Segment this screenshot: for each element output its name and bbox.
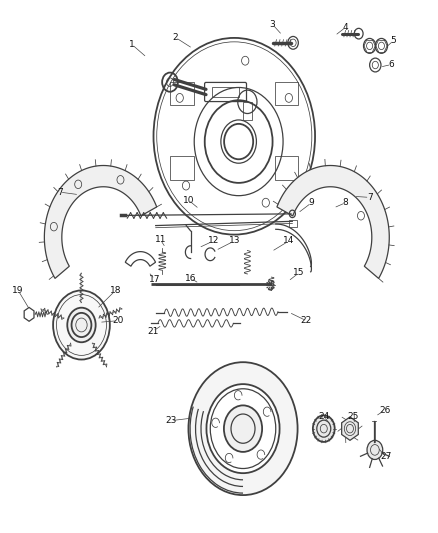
Text: 23: 23 — [165, 416, 177, 425]
Circle shape — [224, 406, 262, 452]
Text: 3: 3 — [269, 20, 275, 29]
Text: 14: 14 — [283, 237, 294, 246]
Circle shape — [67, 308, 95, 342]
Text: 17: 17 — [149, 274, 161, 284]
Text: 12: 12 — [208, 237, 219, 246]
Text: 22: 22 — [301, 316, 312, 325]
Text: 24: 24 — [318, 412, 329, 421]
Text: 20: 20 — [112, 316, 124, 325]
Polygon shape — [342, 417, 358, 440]
Text: 7: 7 — [57, 188, 63, 197]
Text: 25: 25 — [348, 412, 359, 421]
Text: 1: 1 — [129, 40, 134, 49]
Text: 2: 2 — [173, 33, 178, 42]
Bar — [212, 87, 239, 98]
Text: 19: 19 — [12, 286, 24, 295]
Circle shape — [367, 440, 383, 459]
Text: 6: 6 — [389, 60, 394, 69]
Bar — [289, 220, 297, 227]
Bar — [243, 102, 252, 120]
Text: 16: 16 — [185, 273, 196, 282]
Circle shape — [53, 290, 110, 360]
Circle shape — [188, 362, 297, 495]
Text: 27: 27 — [380, 453, 392, 462]
Text: 13: 13 — [229, 237, 240, 246]
Circle shape — [224, 124, 253, 159]
Text: 4: 4 — [343, 23, 349, 32]
Text: 9: 9 — [309, 198, 314, 207]
Text: 21: 21 — [147, 327, 158, 336]
Text: 10: 10 — [183, 196, 194, 205]
Polygon shape — [44, 165, 157, 278]
Circle shape — [313, 415, 335, 442]
Text: 26: 26 — [379, 406, 391, 415]
Text: 5: 5 — [391, 36, 396, 45]
Text: 8: 8 — [343, 198, 349, 207]
Text: 7: 7 — [367, 193, 372, 202]
Text: 11: 11 — [155, 236, 166, 245]
Text: 15: 15 — [293, 269, 305, 277]
Text: 18: 18 — [110, 286, 121, 295]
Circle shape — [206, 384, 279, 473]
Polygon shape — [277, 165, 389, 278]
